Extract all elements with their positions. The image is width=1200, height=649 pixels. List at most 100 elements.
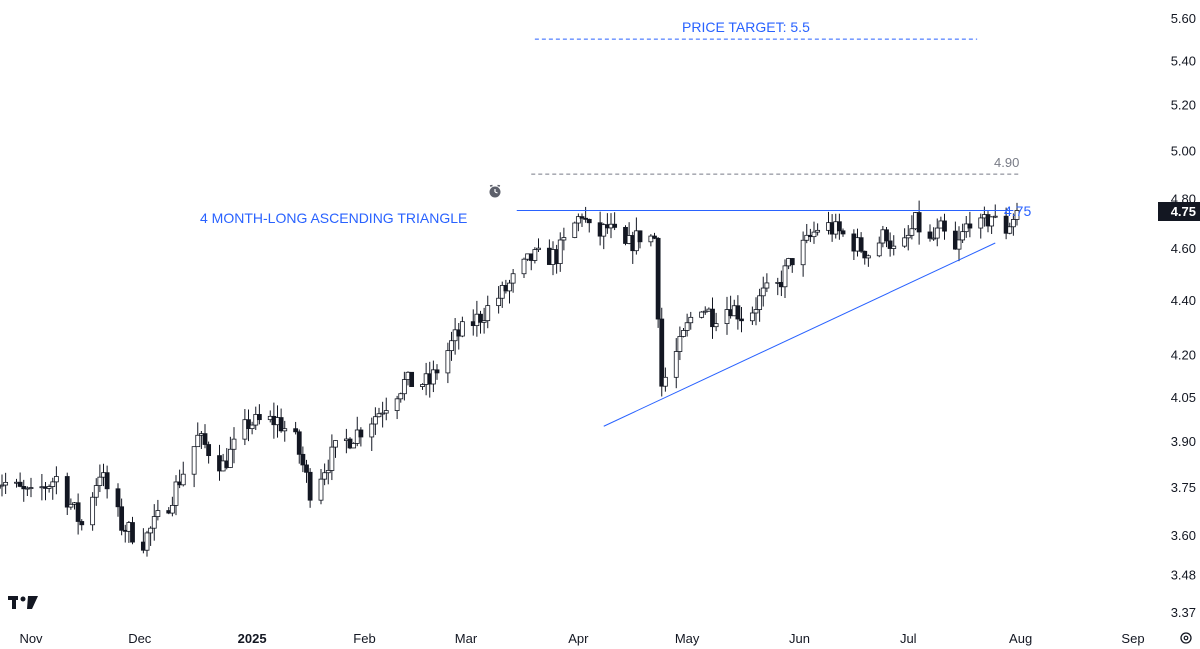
candle-body <box>53 476 59 483</box>
candle-body <box>104 472 110 490</box>
candle-body <box>601 224 607 237</box>
candle-body <box>655 237 661 320</box>
x-tick-label: Aug <box>1009 631 1032 646</box>
y-tick-label: 5.60 <box>1171 11 1196 26</box>
tradingview-logo[interactable]: TV <box>8 596 38 609</box>
candle-body <box>195 434 201 448</box>
level-490-label: 4.90 <box>994 155 1019 170</box>
candle-body <box>202 433 208 445</box>
candle-body <box>699 311 705 318</box>
candle-body <box>3 481 9 486</box>
candle-body <box>702 310 708 313</box>
candle-body <box>206 444 212 457</box>
candle-body <box>249 424 255 430</box>
candle-body <box>992 215 998 218</box>
candle-body <box>782 265 788 288</box>
last-price-value: 4.75 <box>1171 204 1196 219</box>
candle-body <box>227 448 233 468</box>
candle-body <box>376 413 382 418</box>
candle-body <box>960 231 966 241</box>
candle-body <box>434 369 440 374</box>
candle-body <box>612 223 618 228</box>
candle-body <box>278 417 284 432</box>
time-axis[interactable]: Nov Dec 2025 Feb Mar Apr May Jun Jul Aug Sep <box>19 631 1144 646</box>
candle-body <box>967 223 973 229</box>
candle-body <box>927 231 933 239</box>
candle-body <box>256 414 262 421</box>
price-target-label: PRICE TARGET: 5.5 <box>682 19 810 35</box>
candle-body <box>557 239 563 264</box>
candle-body <box>905 234 911 239</box>
candle-body <box>155 510 161 517</box>
candle-body <box>481 320 487 323</box>
candle-body <box>449 340 454 352</box>
candle-body <box>688 316 694 324</box>
candle-body <box>50 481 56 487</box>
resistance-label: 4.75 <box>1004 203 1031 219</box>
candle-body <box>304 464 309 473</box>
support-trendline[interactable] <box>603 242 996 427</box>
candle-body <box>90 496 96 526</box>
candle-body <box>916 212 922 233</box>
candle-body <box>575 216 581 224</box>
candle-body <box>282 428 288 432</box>
y-tick-label: 5.40 <box>1171 54 1196 69</box>
candle-body <box>739 318 744 322</box>
x-tick-label: Nov <box>19 631 43 646</box>
candle-body <box>760 287 766 297</box>
alarm-clock-icon[interactable] <box>489 184 501 198</box>
x-tick-label: Apr <box>568 631 589 646</box>
candle-body <box>1003 215 1009 234</box>
candle-body <box>485 305 491 322</box>
y-tick-label: 5.20 <box>1171 98 1196 113</box>
candle-body <box>532 249 538 261</box>
x-tick-label: Jul <box>900 631 917 646</box>
candle-body <box>865 255 871 259</box>
candle-body <box>64 476 70 508</box>
candle-body <box>329 446 335 471</box>
candle-body <box>510 273 516 284</box>
candle-body <box>884 229 889 242</box>
candle-body <box>496 297 502 307</box>
candle-body <box>68 503 74 508</box>
candle-body <box>430 369 436 385</box>
candle-body <box>507 282 512 292</box>
candles-layer <box>0 200 1020 557</box>
candle-body <box>180 473 186 486</box>
candle-body <box>231 438 237 450</box>
candle-body <box>307 471 313 501</box>
candle-body <box>637 230 643 243</box>
candle-body <box>17 481 23 487</box>
candle-body <box>144 532 150 551</box>
candle-body <box>876 242 882 257</box>
candle-body <box>398 393 404 400</box>
candle-body <box>401 379 407 395</box>
candle-body <box>1010 219 1016 228</box>
price-axis[interactable]: 5.605.405.205.004.804.604.404.204.053.90… <box>1171 11 1196 620</box>
candle-body <box>148 527 154 534</box>
candle-body <box>659 318 665 387</box>
x-tick-label: Feb <box>353 631 375 646</box>
candle-body <box>191 446 197 475</box>
gear-icon[interactable] <box>1180 632 1192 644</box>
candle-body <box>75 502 81 522</box>
y-tick-label: 4.60 <box>1171 241 1196 256</box>
candle-body <box>956 239 962 250</box>
candle-body <box>815 229 821 233</box>
x-tick-label: May <box>675 631 700 646</box>
candle-body <box>242 419 248 440</box>
candle-body <box>561 237 567 241</box>
candle-body <box>0 484 5 487</box>
candle-body <box>749 312 755 322</box>
candle-body <box>836 221 842 232</box>
candle-body <box>811 231 817 238</box>
candle-body <box>887 240 893 249</box>
candle-body <box>583 217 589 220</box>
candle-body <box>753 309 759 314</box>
candle-body <box>648 235 654 243</box>
candle-body <box>21 486 27 490</box>
x-tick-label: Mar <box>455 631 478 646</box>
y-tick-label: 3.60 <box>1171 528 1196 543</box>
candle-body <box>296 431 302 455</box>
